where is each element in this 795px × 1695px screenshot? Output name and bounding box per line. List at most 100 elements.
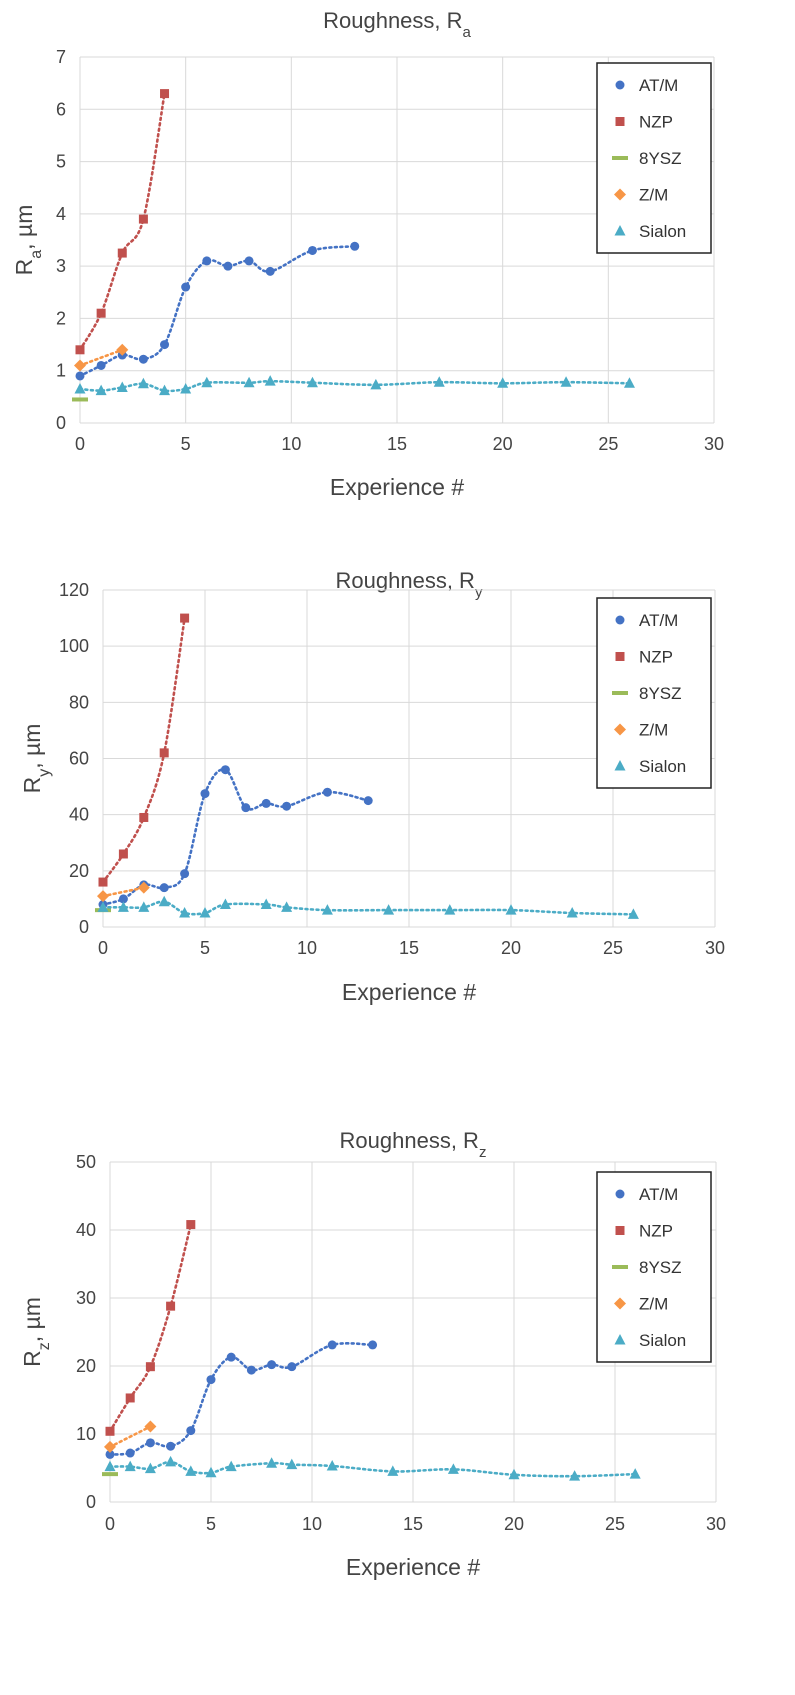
series-sialon bbox=[97, 895, 639, 919]
y-tick-label: 5 bbox=[56, 152, 66, 172]
point-sialon bbox=[144, 1462, 156, 1474]
x-tick-label: 25 bbox=[605, 1514, 625, 1534]
point-at-m bbox=[180, 869, 190, 879]
point-at-m bbox=[363, 796, 373, 806]
point-at-m bbox=[166, 1441, 176, 1451]
legend: AT/M NZP 8YSZ Z/M Sialon bbox=[596, 62, 712, 254]
point-sialon bbox=[104, 1460, 116, 1472]
point-sialon bbox=[629, 1468, 641, 1479]
point-sialon bbox=[387, 1465, 399, 1476]
series-z-m bbox=[74, 343, 129, 372]
point-nzp bbox=[75, 345, 85, 355]
y-tick-label: 20 bbox=[76, 1356, 96, 1376]
y-tick-label: 50 bbox=[76, 1152, 96, 1172]
x-tick-label: 20 bbox=[493, 434, 513, 454]
point-at-m bbox=[145, 1438, 155, 1448]
trendline-sialon bbox=[101, 900, 635, 916]
point-at-m bbox=[118, 894, 128, 904]
series-at-m bbox=[105, 1340, 378, 1459]
point-nzp bbox=[159, 748, 169, 758]
point-z-m bbox=[97, 890, 109, 903]
y-tick-label: 0 bbox=[56, 413, 66, 433]
y-tick-label: 30 bbox=[76, 1288, 96, 1308]
point-sialon bbox=[243, 376, 255, 388]
point-sialon bbox=[264, 375, 276, 386]
point-sialon bbox=[560, 376, 572, 387]
legend-label-nzp: NZP bbox=[639, 648, 673, 667]
point-at-m bbox=[226, 1352, 236, 1362]
y-axis-label: Ry, µm bbox=[19, 724, 53, 794]
y-tick-label: 60 bbox=[69, 749, 89, 769]
y-tick-label: 3 bbox=[56, 256, 66, 276]
point-nzp bbox=[117, 248, 127, 258]
point-sialon bbox=[505, 904, 517, 915]
point-sialon bbox=[433, 376, 445, 387]
point-sialon bbox=[326, 1459, 338, 1471]
legend-label-z-m: Z/M bbox=[639, 721, 668, 740]
x-axis-label: Experience # bbox=[346, 1554, 480, 1580]
chart-rz: Roughness, Rz 0 5 10 15 20 25 30 0 10 20 30 40 50 Expe… bbox=[19, 1128, 726, 1580]
chart-ry: Roughness, Ry 0 5 10 15 20 25 30 0 20 40 60 80 100 120… bbox=[19, 568, 725, 1005]
point-sialon bbox=[266, 1457, 278, 1468]
point-at-m bbox=[159, 883, 169, 893]
legend-marker-8ysz bbox=[612, 156, 628, 160]
point-sialon bbox=[205, 1466, 217, 1478]
y-tick-label: 80 bbox=[69, 692, 89, 712]
point-8ysz bbox=[102, 1472, 118, 1477]
point-sialon bbox=[260, 898, 272, 910]
legend-marker-nzp bbox=[615, 652, 625, 661]
y-axis-label: Ra, µm bbox=[11, 205, 45, 276]
point-nzp bbox=[98, 877, 108, 887]
y-tick-label: 40 bbox=[76, 1220, 96, 1240]
series-at-m bbox=[75, 241, 360, 381]
x-tick-label: 5 bbox=[206, 1514, 216, 1534]
point-nzp bbox=[125, 1393, 135, 1403]
point-sialon bbox=[569, 1470, 581, 1481]
point-nzp bbox=[160, 89, 170, 99]
point-nzp bbox=[139, 812, 149, 822]
legend-marker-nzp bbox=[615, 117, 625, 126]
point-at-m bbox=[265, 266, 275, 276]
x-axis-label: Experience # bbox=[330, 474, 464, 500]
legend-label-8ysz: 8YSZ bbox=[639, 684, 682, 703]
point-at-m bbox=[307, 245, 317, 255]
legend-marker-at-m bbox=[615, 80, 625, 90]
chart-title: Roughness, Rz bbox=[340, 1128, 487, 1161]
y-tick-label: 40 bbox=[69, 805, 89, 825]
point-at-m bbox=[368, 1340, 378, 1350]
point-sialon bbox=[321, 904, 333, 915]
x-axis-label: Experience # bbox=[342, 979, 476, 1005]
point-at-m bbox=[327, 1340, 337, 1350]
x-tick-label: 0 bbox=[105, 1514, 115, 1534]
point-sialon bbox=[286, 1458, 298, 1470]
point-sialon bbox=[117, 901, 129, 912]
point-nzp bbox=[118, 849, 128, 859]
point-at-m bbox=[223, 261, 233, 271]
legend-marker-sialon bbox=[614, 1334, 626, 1345]
legend-label-at-m: AT/M bbox=[639, 1185, 678, 1204]
y-tick-label: 100 bbox=[59, 636, 89, 656]
series-z-m bbox=[104, 1420, 157, 1453]
series-sialon bbox=[104, 1455, 641, 1481]
legend-marker-nzp bbox=[615, 1226, 625, 1235]
point-nzp bbox=[186, 1220, 196, 1230]
legend-label-8ysz: 8YSZ bbox=[639, 149, 682, 168]
y-tick-label: 7 bbox=[56, 47, 66, 67]
point-sialon bbox=[281, 901, 293, 912]
point-at-m bbox=[75, 371, 85, 381]
y-tick-label: 4 bbox=[56, 204, 66, 224]
y-axis-label: Rz, µm bbox=[19, 1297, 53, 1367]
x-tick-label: 0 bbox=[75, 434, 85, 454]
point-nzp bbox=[166, 1301, 176, 1311]
x-tick-label: 25 bbox=[603, 938, 623, 958]
y-tick-label: 6 bbox=[56, 99, 66, 119]
point-at-m bbox=[261, 798, 271, 808]
point-at-m bbox=[267, 1360, 277, 1370]
legend-label-at-m: AT/M bbox=[639, 76, 678, 95]
series-sialon bbox=[74, 375, 635, 396]
point-at-m bbox=[206, 1375, 216, 1385]
legend-label-sialon: Sialon bbox=[639, 222, 686, 241]
point-sialon bbox=[179, 906, 191, 918]
point-sialon bbox=[180, 383, 192, 394]
chart-title: Roughness, Ra bbox=[323, 8, 471, 41]
